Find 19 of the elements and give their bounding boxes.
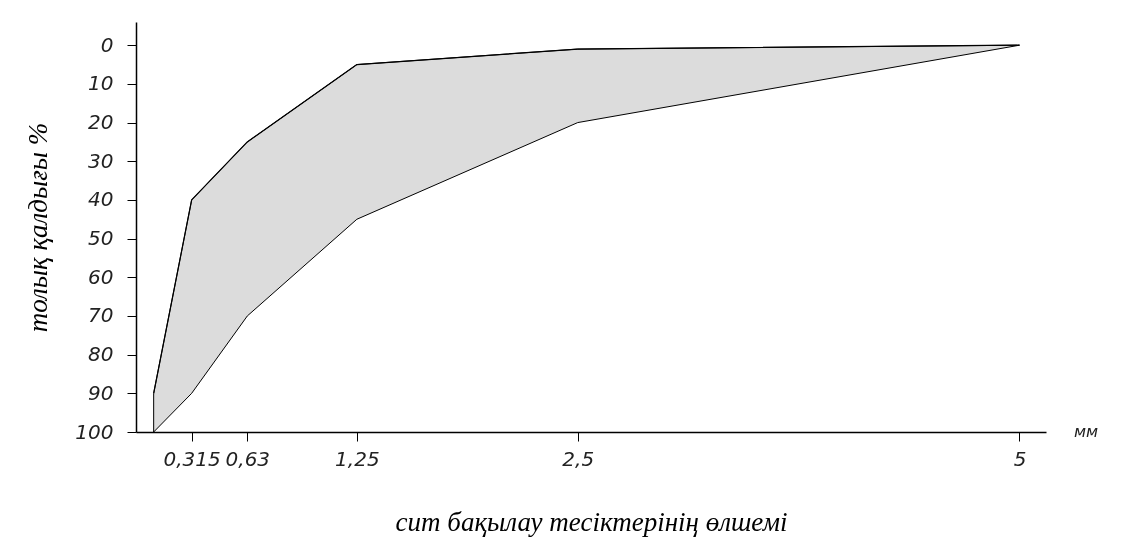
y-tick-label: 60 — [88, 264, 114, 289]
y-tick-label: 90 — [88, 380, 114, 405]
y-tick-label: 20 — [88, 110, 114, 135]
y-tick-label: 0 — [100, 32, 114, 57]
x-tick-label: 5 — [1013, 446, 1027, 471]
y-tick-label: 100 — [75, 419, 114, 444]
y-tick-label: 80 — [88, 342, 114, 367]
x-tick-label: 0,63 — [225, 446, 271, 471]
y-tick-label: 30 — [88, 148, 114, 173]
text: мм — [1074, 422, 1099, 441]
x-tick-label: 1,25 — [335, 446, 380, 471]
x-tick-label: 0,315 — [163, 446, 221, 471]
y-tick-label: 10 — [88, 71, 114, 96]
x-axis-title: сит бақылау тесіктерінің өлшемі — [395, 506, 788, 537]
y-tick-label: 70 — [88, 303, 114, 328]
y-tick-label: 50 — [88, 226, 114, 251]
x-tick-label: 2,5 — [562, 446, 595, 471]
y-tick-label: 40 — [88, 187, 114, 212]
y-axis-title: толық қалдығы % — [23, 122, 54, 333]
